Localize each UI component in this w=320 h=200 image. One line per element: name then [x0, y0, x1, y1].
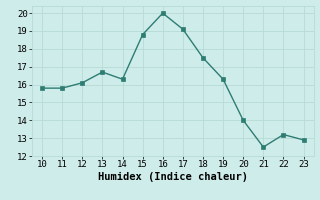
X-axis label: Humidex (Indice chaleur): Humidex (Indice chaleur)	[98, 172, 248, 182]
